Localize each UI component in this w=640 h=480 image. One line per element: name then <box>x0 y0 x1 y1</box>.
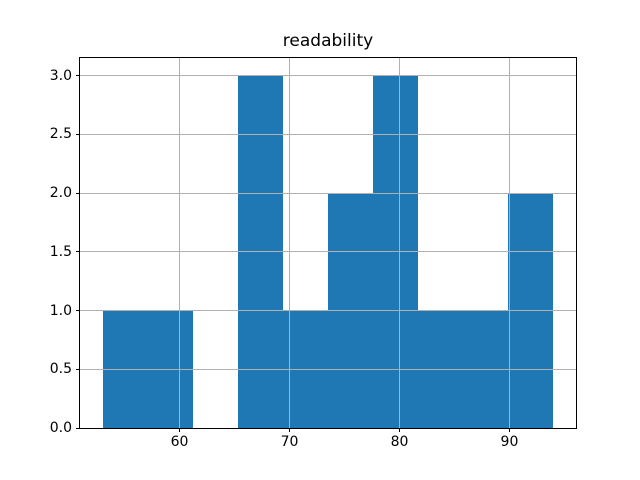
y-tick-label: 2.5 <box>49 126 72 143</box>
gridline-vertical <box>179 58 181 428</box>
gridline-horizontal <box>80 192 576 194</box>
y-tick-mark <box>76 75 80 77</box>
gridline-horizontal <box>80 427 576 429</box>
y-tick-mark <box>76 368 80 370</box>
y-tick-label: 0.0 <box>49 420 72 436</box>
gridline-horizontal <box>80 310 576 312</box>
gridline-horizontal <box>80 368 576 370</box>
plot-area <box>79 57 577 429</box>
y-tick-mark <box>76 133 80 135</box>
gridline-vertical <box>289 58 290 428</box>
x-tick-mark <box>179 428 181 432</box>
x-tick-mark <box>398 428 400 432</box>
y-tick-label: 3.0 <box>49 67 72 84</box>
y-tick-label: 0.5 <box>49 361 72 378</box>
y-tick-label: 1.0 <box>49 302 72 319</box>
x-tick-mark <box>508 428 510 432</box>
y-tick-mark <box>76 310 80 312</box>
y-tick-mark <box>76 251 80 253</box>
x-tick-label: 60 <box>170 434 189 450</box>
x-tick-label: 80 <box>390 434 409 450</box>
gridline-horizontal <box>80 251 576 253</box>
x-tick-label: 90 <box>500 434 519 450</box>
x-tick-label: 70 <box>280 434 299 450</box>
x-tick-mark <box>289 428 290 432</box>
chart-title: readability <box>282 31 374 51</box>
gridline-vertical <box>398 58 400 428</box>
y-tick-mark <box>76 192 80 194</box>
gridline-vertical <box>508 58 510 428</box>
grid-layer <box>80 58 576 429</box>
y-tick-label: 1.5 <box>49 243 72 260</box>
y-tick-mark <box>76 427 80 429</box>
gridline-horizontal <box>80 75 576 77</box>
y-tick-label: 2.0 <box>49 185 72 202</box>
gridline-horizontal <box>80 133 576 135</box>
